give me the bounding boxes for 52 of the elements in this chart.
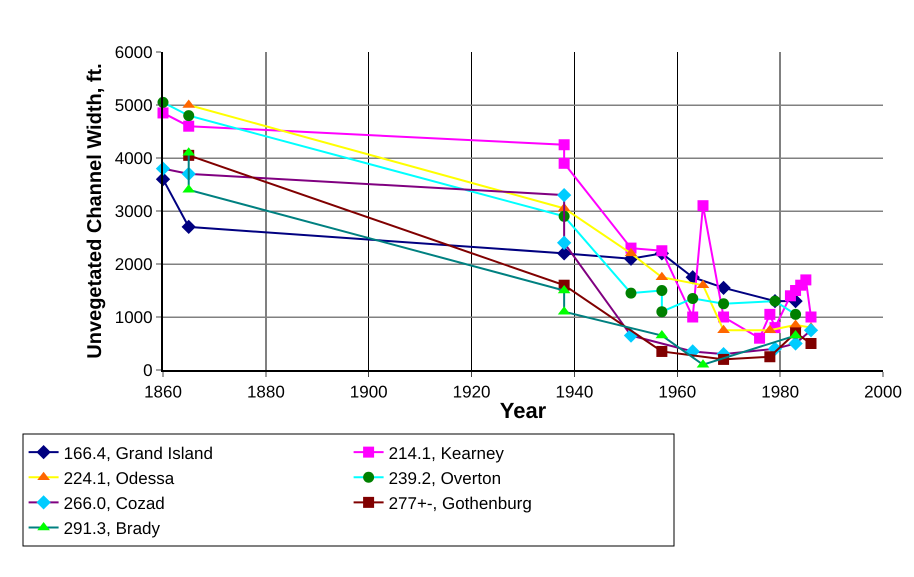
y-tick-label: 4000	[114, 148, 153, 168]
y-tick-label: 0	[143, 360, 153, 380]
point	[698, 200, 708, 212]
y-tick-label: 6000	[114, 42, 153, 62]
point	[656, 245, 668, 256]
point	[626, 288, 636, 299]
point	[687, 292, 698, 304]
legend-label: 266.0, Cozad	[64, 494, 165, 513]
legend-label: 224.1, Odessa	[64, 468, 175, 488]
point	[183, 110, 194, 122]
point	[556, 246, 572, 261]
point	[806, 312, 816, 322]
point	[804, 323, 818, 338]
point	[556, 236, 572, 250]
y-tick-label: 3000	[114, 202, 153, 221]
x-tick-label: 1960	[658, 382, 696, 402]
point	[718, 312, 730, 322]
legend-label: 239.2, Overton	[388, 468, 502, 488]
point	[558, 139, 570, 150]
point	[764, 308, 776, 320]
legend-label: 277+-, Gothenburg	[388, 494, 532, 513]
x-tick-label: 1940	[556, 382, 594, 402]
point	[754, 332, 766, 344]
point	[656, 306, 668, 318]
x-axis-title: Year	[500, 398, 547, 423]
x-tick-label: 1860	[144, 382, 182, 402]
point	[764, 351, 776, 362]
x-tick-label: 1900	[350, 382, 388, 402]
point	[806, 338, 816, 349]
y-axis-title: Unvegetated Channel Width, ft.	[84, 63, 106, 359]
point	[656, 285, 668, 296]
point	[687, 312, 698, 322]
x-tick-label: 2000	[864, 382, 902, 402]
point	[716, 280, 731, 295]
point	[800, 274, 812, 286]
x-tick-label: 1980	[761, 382, 800, 402]
point	[788, 336, 803, 351]
y-tick-label: 1000	[114, 308, 153, 327]
point	[183, 120, 194, 132]
point	[182, 220, 196, 234]
point	[556, 188, 572, 202]
point	[656, 346, 668, 357]
point	[718, 298, 730, 310]
y-tick-label: 5000	[114, 96, 153, 115]
legend-label: 291.3, Brady	[64, 519, 160, 538]
point	[790, 308, 802, 320]
x-tick-label: 1880	[246, 382, 285, 402]
y-tick-label: 2000	[114, 254, 153, 274]
legend-label: 166.4, Grand Island	[64, 444, 213, 463]
legend-label: 214.1, Kearney	[388, 444, 504, 463]
x-tick-label: 1920	[452, 382, 490, 402]
point	[558, 158, 570, 169]
